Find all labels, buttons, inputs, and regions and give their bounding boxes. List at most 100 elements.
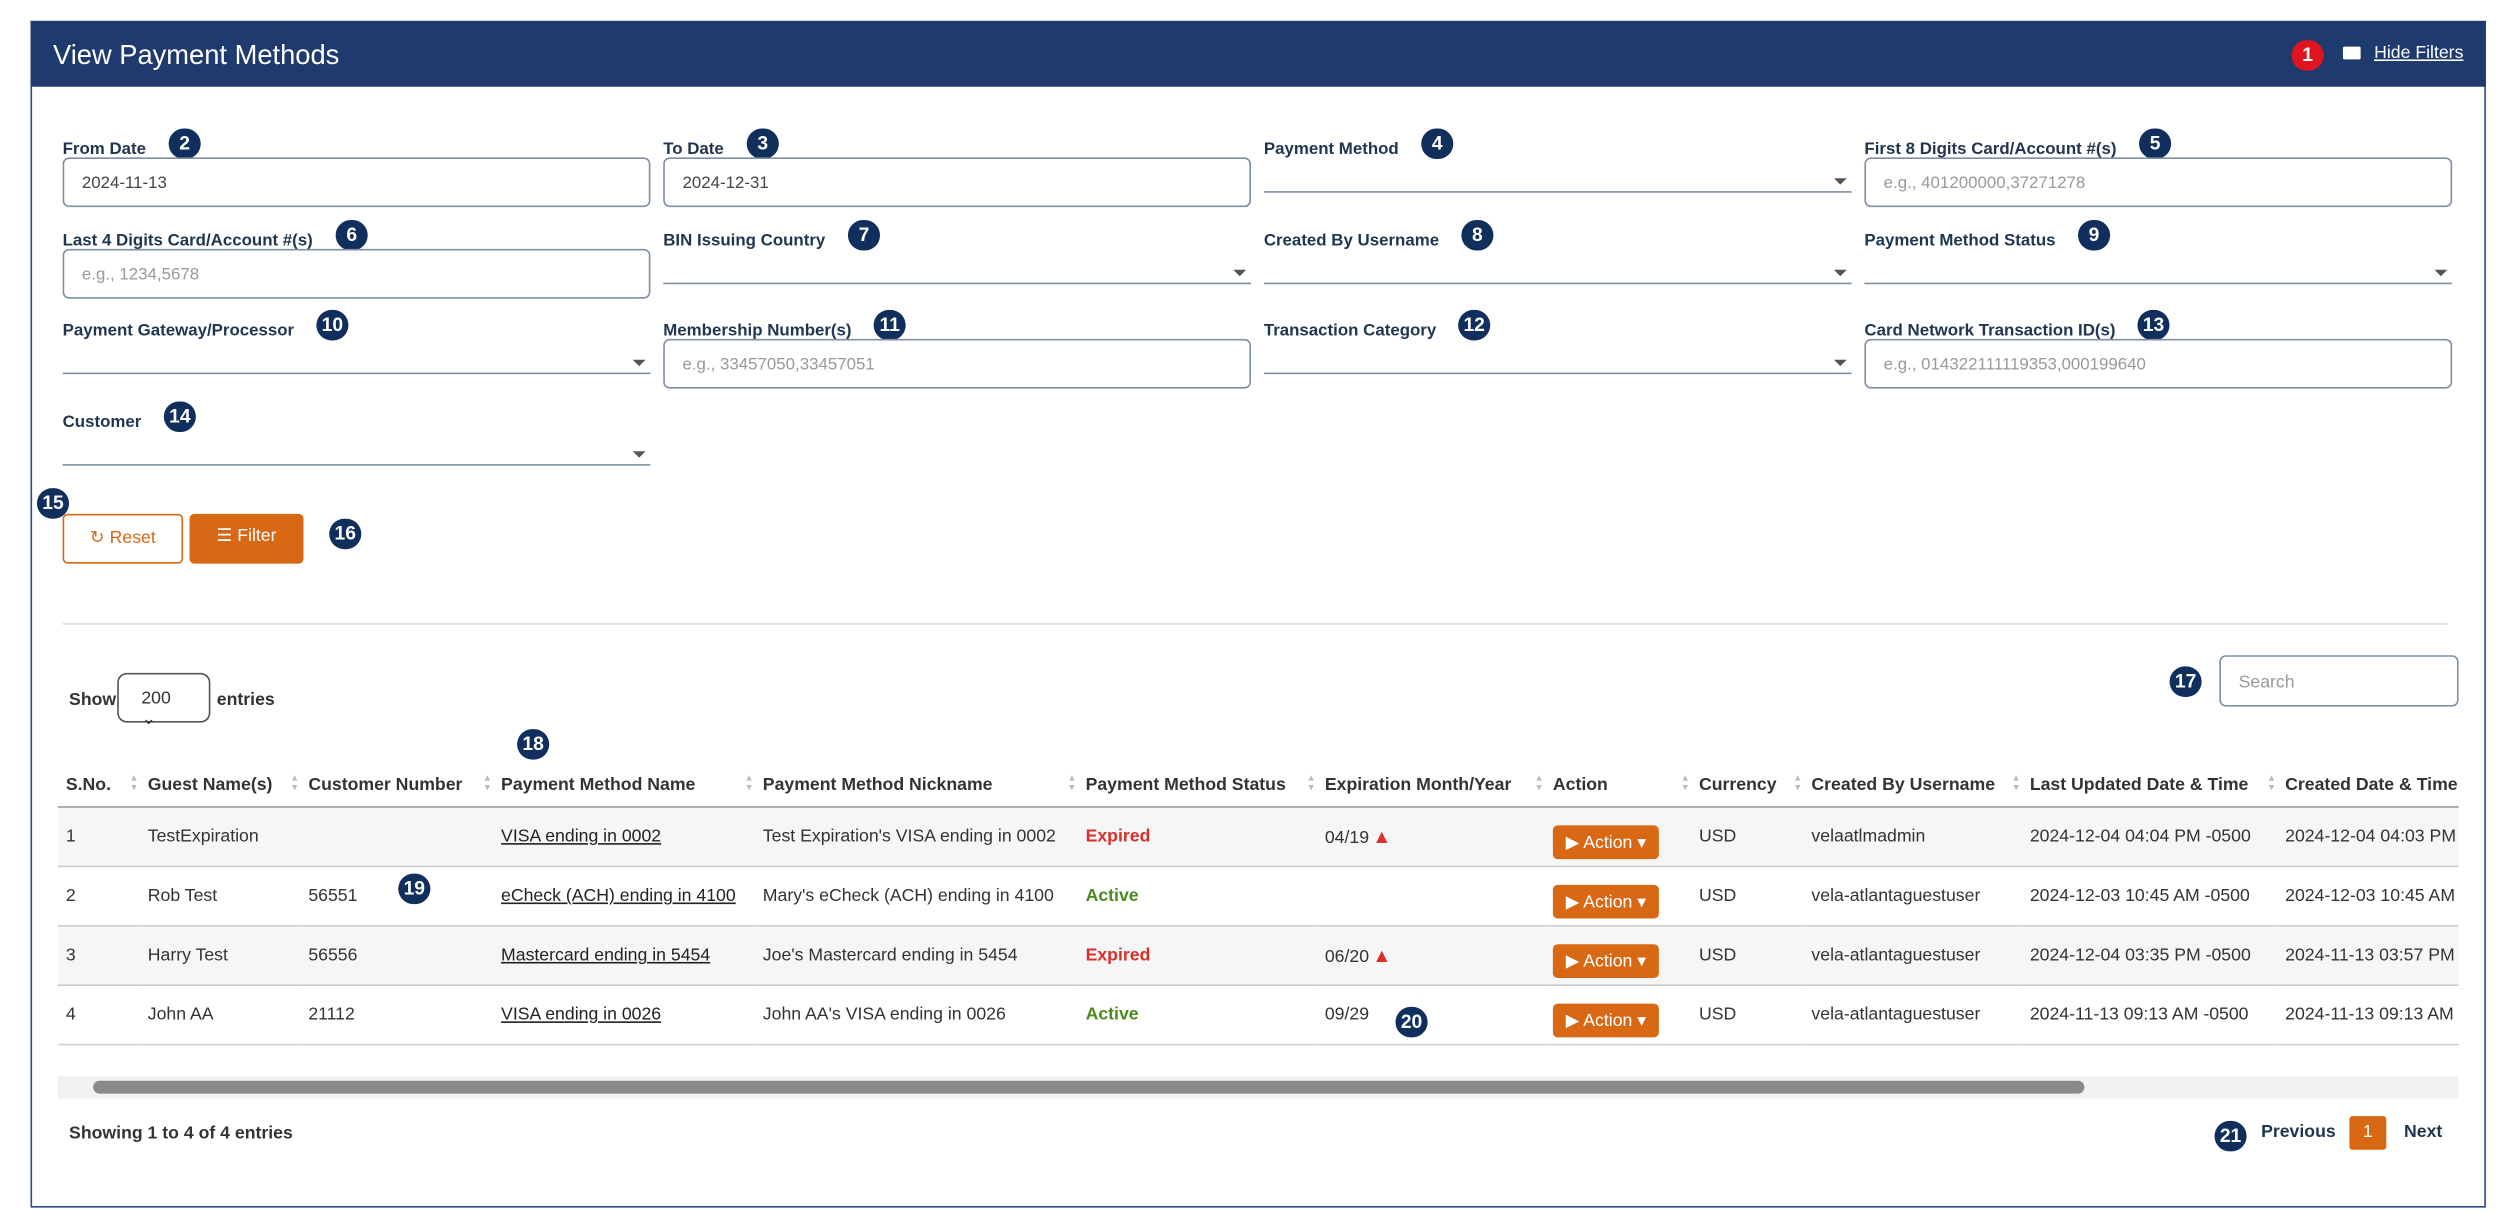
marker: 3 [746,128,779,159]
table-cell: Active [1077,985,1317,1046]
table-cell: 09/29 [1316,985,1545,1046]
select-input[interactable] [1864,269,2453,285]
marker: 17 [2169,666,2202,697]
table-cell: 2024-11-13 09:13 AM -0500 [2021,985,2278,1046]
select-input[interactable] [1263,178,1852,193]
marker: 8 [1461,220,1494,251]
column-header[interactable]: Customer Number [300,764,494,808]
marker: 2 [168,128,201,159]
table-cell: 2024-12-03 10:45 AM -0500 [2021,866,2278,927]
marker: 19 [398,873,431,905]
field-label: Created By Username [1263,231,1440,251]
table-cell: USD [1690,866,1804,927]
field-label: Customer [62,412,142,432]
scrollbar[interactable] [57,1075,2459,1099]
table-cell[interactable]: Mastercard ending in 5454 [493,925,755,987]
action-cell: ▶ Action ▾ [1544,866,1691,927]
table-cell: 3 [57,925,140,987]
table-cell: USD [1690,925,1804,987]
page-size-select[interactable]: 200 ⌄ [117,672,211,729]
action-label: Action [1583,832,1633,852]
page-size: 200 [141,688,171,709]
table-cell: 21112 [300,985,494,1046]
table-cell: vela-atlantaguestuser [1803,866,2022,927]
reset-label: Reset [109,528,156,548]
search-input[interactable]: Search [2219,655,2459,707]
column-header[interactable]: Payment Method Name [493,764,755,808]
table-cell: Active [1077,866,1317,927]
select-input[interactable] [1263,359,1852,375]
table-info: Showing 1 to 4 of 4 entries [69,1124,293,1144]
table-cell: 06/20 [1316,925,1545,987]
marker: 20 [1395,1006,1428,1038]
marker: 21 [2214,1120,2247,1152]
marker: 4 [1421,128,1454,159]
table-cell: TestExpiration [139,806,301,868]
marker: 11 [873,309,906,341]
hide-filters-link[interactable]: Hide Filters [2374,43,2464,63]
field-label: Payment Method [1263,139,1399,159]
scroll-thumb[interactable] [93,1080,2085,1094]
field-label: Card Network Transaction ID(s) [1864,321,2116,341]
marker: 5 [2139,128,2172,159]
table-cell: 56551 [300,866,494,927]
table-row: 2 Rob Test 56551 eCheck (ACH) ending in 410… [57,866,2459,927]
select-input[interactable] [1263,269,1852,285]
table-row: 1 TestExpiration VISA ending in 0002 Test E… [57,806,2459,868]
column-header[interactable]: Created By Username [1803,764,2022,808]
column-header[interactable]: Currency [1690,764,1804,808]
text-input[interactable]: 2024-11-13 [62,157,651,208]
select-input[interactable] [62,451,651,466]
table-cell: Joe's Mastercard ending in 5454 [754,925,1078,987]
column-header[interactable]: Created Date & Time [2277,764,2459,808]
column-header[interactable]: Action [1544,764,1691,808]
filter-button[interactable]: ☰ Filter [189,513,304,564]
column-header[interactable]: Last Updated Date & Time [2021,764,2278,808]
action-cell: ▶ Action ▾ [1544,985,1691,1046]
action-button[interactable]: ▶ Action ▾ [1552,943,1659,978]
text-input[interactable]: e.g., 014322111119353,000199640 [1864,338,2453,389]
table-cell: 2024-12-03 10:45 AM -0500 [2277,866,2459,927]
table-cell: 2024-12-04 03:35 PM -0500 [2021,925,2278,987]
select-input[interactable] [62,359,651,375]
action-button[interactable]: ▶ Action ▾ [1552,1002,1659,1037]
column-header[interactable]: Payment Method Status [1077,764,1317,808]
previous-button[interactable]: Previous [2261,1122,2336,1142]
text-input[interactable]: 2024-12-31 [663,157,1251,208]
divider [62,623,2448,625]
folder-icon [2342,46,2361,60]
table-cell: 1 [57,806,140,868]
page-title: View Payment Methods [52,40,340,71]
action-button[interactable]: ▶ Action ▾ [1552,884,1659,918]
table-cell[interactable]: VISA ending in 0002 [493,806,755,868]
reset-button[interactable]: ↻ Reset [62,513,184,564]
marker: 12 [1458,309,1491,341]
text-input[interactable]: e.g., 1234,5678 [62,248,651,299]
marker: 6 [335,220,368,251]
table-cell: USD [1690,985,1804,1046]
table-cell: 2024-11-13 09:13 AM -0500 [2277,985,2459,1046]
table-cell: USD [1690,806,1804,868]
select-input[interactable] [663,269,1251,285]
field-label: Transaction Category [1263,321,1437,341]
action-cell: ▶ Action ▾ [1544,925,1691,987]
entries-label: entries [216,690,275,710]
table-cell: 2 [57,866,140,927]
table-wrap: S.No.Guest Name(s)Customer NumberPayment… [57,764,2459,1046]
marker: 10 [316,309,349,341]
action-label: Action [1583,892,1633,912]
column-header[interactable]: Payment Method Nickname [754,764,1078,808]
table-cell: Expired [1077,925,1317,987]
action-button[interactable]: ▶ Action ▾ [1552,824,1659,859]
next-button[interactable]: Next [2403,1122,2443,1142]
table-cell: Test Expiration's VISA ending in 0002 [754,806,1078,868]
column-header[interactable]: Expiration Month/Year [1316,764,1545,808]
page-button[interactable]: 1 [2349,1116,2387,1150]
table-cell[interactable]: eCheck (ACH) ending in 4100 [493,866,755,927]
text-input[interactable]: e.g., 401200000,37271278 [1864,157,2453,208]
table-cell[interactable]: VISA ending in 0026 [493,985,755,1046]
action-label: Action [1583,951,1633,971]
column-header[interactable]: Guest Name(s) [139,764,301,808]
text-input[interactable]: e.g., 33457050,33457051 [663,338,1251,389]
column-header[interactable]: S.No. [57,764,140,808]
